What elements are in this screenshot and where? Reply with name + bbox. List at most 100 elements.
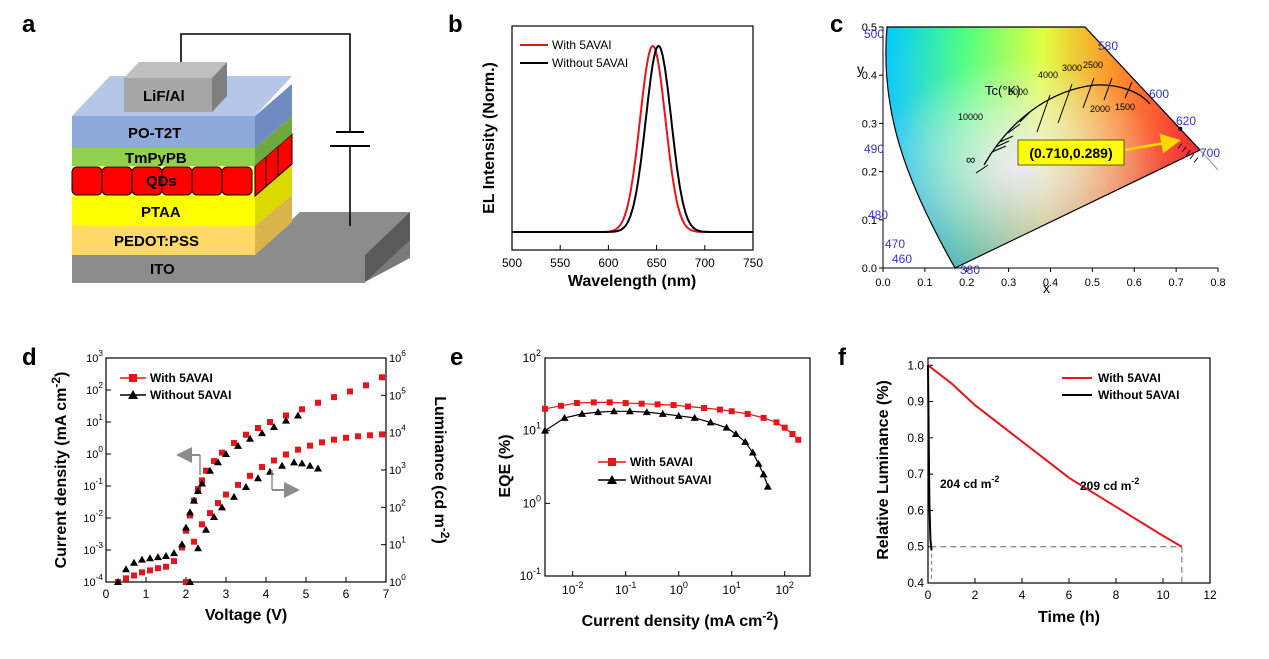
marker-e-0 xyxy=(789,430,796,437)
xtick-label-d: 6 xyxy=(343,587,350,601)
direction-arrows xyxy=(176,447,300,498)
wl-500: 500 xyxy=(864,27,884,41)
marker-d-2 xyxy=(199,521,205,528)
cct-3000: 3000 xyxy=(1062,63,1082,73)
marker-d-0 xyxy=(163,563,169,570)
xtick-label-c: 0.2 xyxy=(959,277,974,289)
legend-b-with: With 5AVAI xyxy=(552,38,612,52)
plot-frame-b xyxy=(511,25,754,251)
series-line-b-0 xyxy=(512,44,753,233)
marker-e-1 xyxy=(594,408,602,416)
marker-e-1 xyxy=(748,448,757,456)
marker-d-3 xyxy=(230,492,238,500)
xtick-label-f: 2 xyxy=(972,588,979,602)
label-sup: 3 xyxy=(401,461,406,470)
marker-d-2 xyxy=(319,439,325,446)
spectrum-locus-ext xyxy=(1199,149,1219,171)
panel-f-lifetime: 0 2 4 6 8 10 120.40.50.60.70.80.91.0 Time (h) … xyxy=(875,357,1217,626)
label-sup: -2 xyxy=(1131,476,1139,486)
label-sup: -1 xyxy=(96,477,104,486)
ito-layer xyxy=(72,255,365,283)
label-base: 10 xyxy=(523,496,537,510)
cct-6000: 6000 xyxy=(1008,87,1028,97)
label-sup: 1 xyxy=(98,413,103,422)
marker-d-0 xyxy=(243,431,249,438)
wl-600: 600 xyxy=(1149,87,1169,101)
xtick-label-b: 500 xyxy=(502,256,522,270)
marker-e-0 xyxy=(590,399,597,406)
marker-d-3 xyxy=(306,461,314,469)
legend-b-without: Without 5AVAI xyxy=(552,56,628,70)
marker-d-0 xyxy=(179,544,185,551)
layer-label-ito: ITO xyxy=(150,261,175,278)
marker-d-2 xyxy=(283,451,289,458)
infinity-label: ∞ xyxy=(966,152,975,167)
label-base: 10 xyxy=(723,583,737,597)
label-sup: 1 xyxy=(536,421,541,431)
marker-d-0 xyxy=(379,374,385,381)
marker-d-3 xyxy=(218,503,226,511)
marker-e-0 xyxy=(557,402,564,409)
xtick-label-c: 0.6 xyxy=(1127,277,1142,289)
marker-d-1 xyxy=(294,411,302,419)
marker-d-1 xyxy=(146,554,154,562)
ytick-label-f: 0.8 xyxy=(907,431,924,445)
label-base: 10 xyxy=(776,583,790,597)
label-base: 10 xyxy=(86,449,98,461)
ytick-label-d-right: 104 xyxy=(389,424,406,440)
cct-labels: 10000 6000 4000 3000 2500 2000 1500 xyxy=(958,60,1135,122)
label-sup: -2 xyxy=(438,528,452,539)
ylabel-d-text: Current density (mA cm-2) xyxy=(49,372,70,569)
legend-e: With 5AVAI Without 5AVAI xyxy=(598,455,711,487)
wl-490: 490 xyxy=(864,142,884,156)
xtick-label-d: 3 xyxy=(223,587,230,601)
ytick-label-d-right: 100 xyxy=(389,573,406,589)
xtick-label-d: 5 xyxy=(303,587,310,601)
marker-d-2 xyxy=(367,432,373,439)
xtick-label-f: 4 xyxy=(1019,588,1026,602)
ytick-label-d: 101 xyxy=(86,413,103,429)
label-sup: -2 xyxy=(96,509,104,518)
label-sup: 0 xyxy=(401,573,406,582)
label-sup: 2 xyxy=(401,498,406,507)
xtick-label-b: 700 xyxy=(695,256,715,270)
ito-side xyxy=(365,212,410,282)
ytick-label-d-right: 103 xyxy=(389,461,406,477)
ytick-label-d-right: 102 xyxy=(389,498,406,514)
series-line-f-0 xyxy=(927,364,1183,548)
label-base: 10 xyxy=(520,569,534,583)
marker-e-1 xyxy=(642,408,651,416)
marker-d-0 xyxy=(299,406,305,413)
marker-e-1 xyxy=(763,482,772,490)
legend-e-with: With 5AVAI xyxy=(630,455,693,469)
marker-d-2 xyxy=(343,434,349,441)
marker-d-0 xyxy=(147,567,153,574)
layer-label-ptaa: PTAA xyxy=(141,204,181,221)
marker-e-1 xyxy=(722,423,731,431)
xtick-label-b: 650 xyxy=(647,256,667,270)
marker-d-0 xyxy=(331,394,337,401)
xtick-label-e: 102 xyxy=(776,580,794,597)
panel-label-c: c xyxy=(830,11,843,38)
xtick-label-d: 4 xyxy=(263,587,270,601)
marker-d-3 xyxy=(266,467,274,475)
xtick-label-c: 0.1 xyxy=(917,277,932,289)
label-base: 10 xyxy=(389,465,401,477)
marker-d-3 xyxy=(242,483,250,491)
marker-e-0 xyxy=(773,419,780,426)
marker-d-0 xyxy=(347,388,353,395)
label-base: 10 xyxy=(83,513,95,525)
marker-d-1 xyxy=(194,486,202,494)
ytick-label-f: 0.5 xyxy=(907,540,924,554)
marker-e-0 xyxy=(744,410,751,417)
marker-d-2 xyxy=(235,481,241,488)
marker-d-3 xyxy=(210,513,218,521)
marker-d-0 xyxy=(283,412,289,419)
marker-d-2 xyxy=(355,433,361,440)
wl-460: 460 xyxy=(892,252,912,266)
wl-620: 620 xyxy=(1176,114,1196,128)
ylabel-e: EQE (%) xyxy=(497,434,514,497)
plot-frame-d xyxy=(105,357,387,583)
